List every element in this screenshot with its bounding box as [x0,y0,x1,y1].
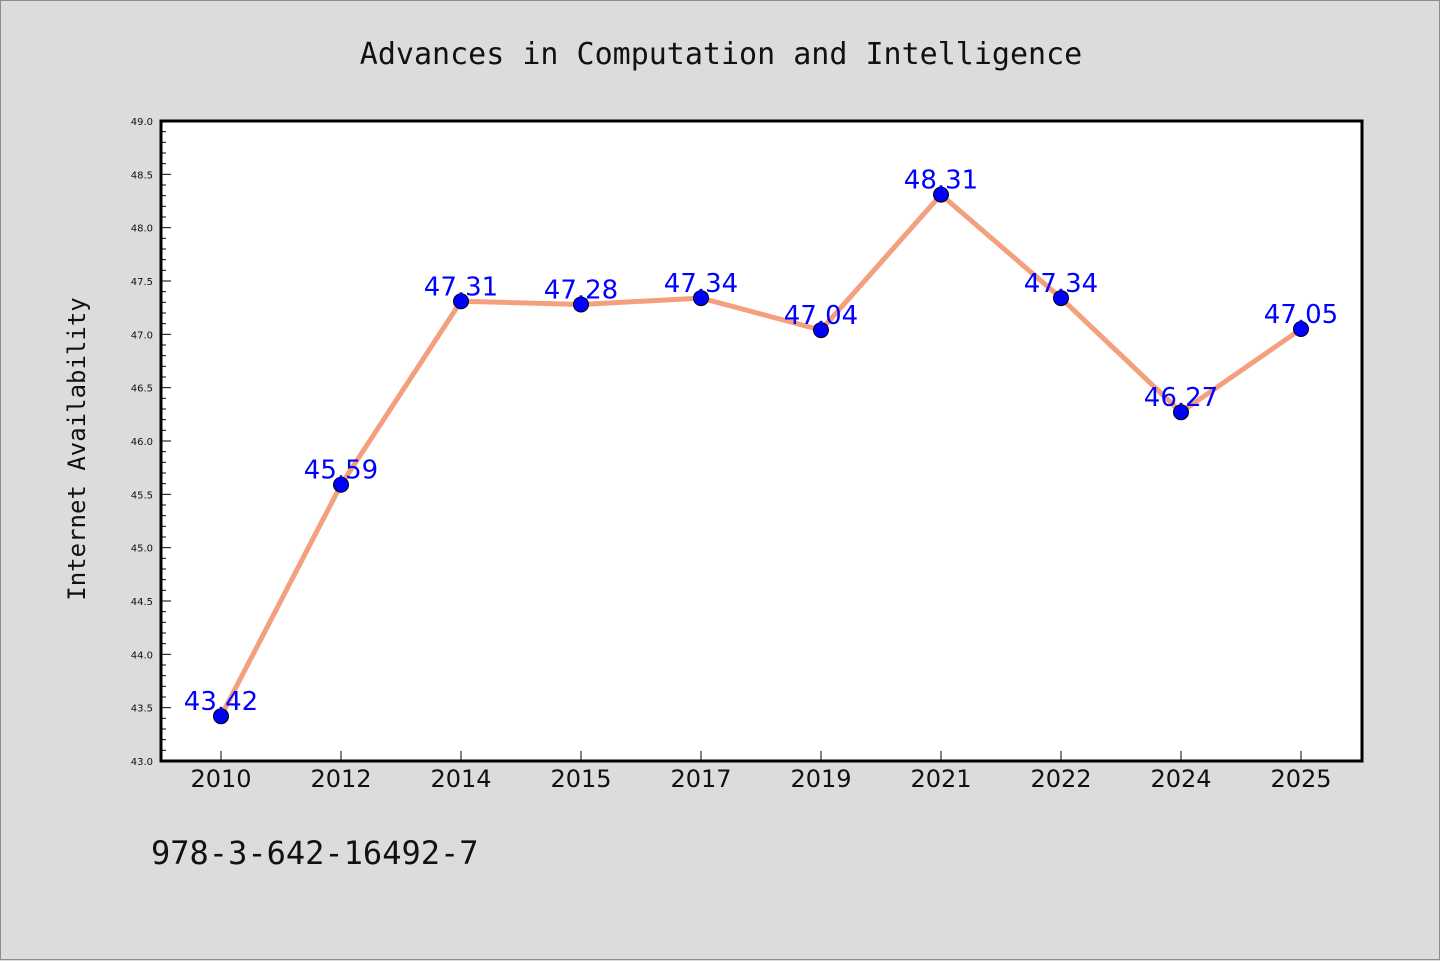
data-point [1173,404,1189,421]
y-tick-label: 48.0 [131,224,153,235]
data-label: 46.27 [1144,383,1218,413]
x-tick-label: 2012 [310,765,371,793]
y-tick-label: 46.5 [131,384,153,395]
data-label: 47.31 [424,272,498,302]
y-tick-label: 47.0 [131,330,153,341]
markers-group [213,186,1309,725]
data-label: 47.34 [664,269,738,299]
footer-isbn: 978-3-642-16492-7 [151,834,479,872]
data-point [933,186,949,203]
plot-border [159,119,1364,763]
data-point [813,322,829,339]
x-tick-label: 2017 [670,765,731,793]
data-label: 43.42 [184,687,258,717]
data-point [693,290,709,307]
x-tick-label: 2014 [430,765,491,793]
data-label: 47.28 [544,275,618,305]
data-point [573,296,589,313]
series-line [218,192,1304,719]
data-label: 47.04 [784,301,858,331]
data-label: 48.31 [904,166,978,196]
x-tick-label: 2019 [790,765,851,793]
y-tick-label: 45.5 [131,490,153,501]
data-label: 45.59 [304,456,378,486]
y-tick-label: 45.0 [131,544,153,555]
data-point [213,708,229,725]
y-tick-label: 49.0 [131,117,153,128]
x-tick-label: 2025 [1270,765,1331,793]
y-tick-label: 43.0 [131,757,153,768]
x-tick-label: 2010 [190,765,251,793]
y-axis-label: Internet Availability [63,297,91,600]
x-tick-label: 2022 [1030,765,1091,793]
y-tick-label: 46.0 [131,437,153,448]
data-point [333,476,349,493]
y-tick-label: 44.0 [131,650,153,661]
data-point [1293,321,1309,337]
x-tick-label: 2021 [910,765,971,793]
data-label: 47.05 [1264,300,1338,330]
y-tick-labels: 43.0 43.5 44.0 44.5 45.0 45.5 46.0 46.5 47.0 47.5… [131,117,153,768]
x-tick-labels: 2010 2012 2014 2015 2017 2019 2021 2022 2024 2025 [190,765,1331,793]
plot-area [161,121,1362,761]
chart-title: Advances in Computation and Intelligence [360,37,1082,72]
y-tick-label: 47.5 [131,277,153,288]
data-label: 47.34 [1024,269,1098,299]
y-tick-label: 43.5 [131,704,153,715]
data-point [453,293,469,310]
series-group [218,192,1304,719]
x-tick-label: 2024 [1150,765,1211,793]
data-labels-group: 43.42 45.59 47.31 47.28 47.34 47.04 48.31 47.34… [184,166,1338,718]
y-tick-label: 48.5 [131,170,153,181]
x-tick-label: 2015 [550,765,611,793]
data-point [1053,290,1069,307]
y-tick-label: 44.5 [131,597,153,608]
